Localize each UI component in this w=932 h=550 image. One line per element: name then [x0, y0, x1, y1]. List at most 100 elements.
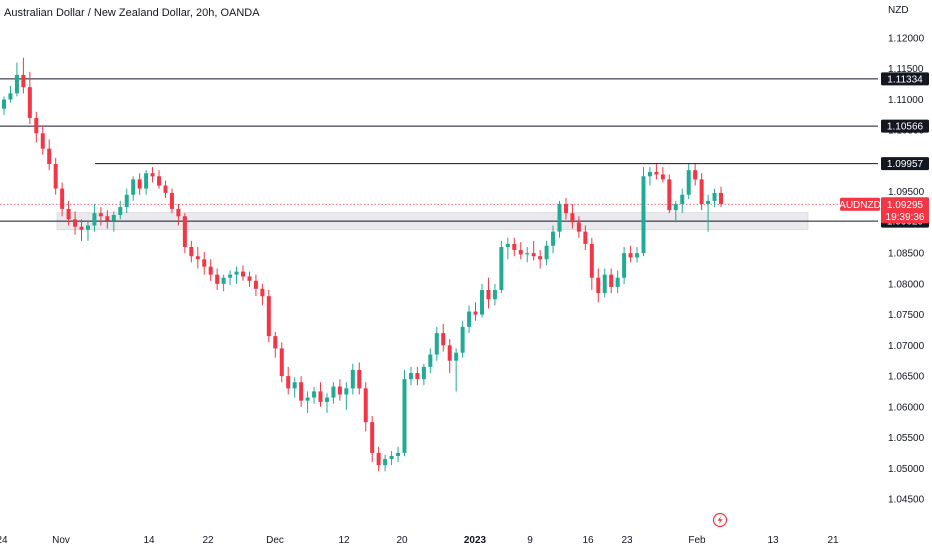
- candle-body: [208, 266, 213, 275]
- candle: [383, 454, 388, 472]
- candle-body: [370, 422, 375, 453]
- candle-body: [635, 253, 640, 258]
- x-tick-label: 20: [396, 535, 408, 546]
- candle-body: [344, 388, 349, 395]
- candle: [79, 219, 84, 241]
- candle-body: [215, 274, 220, 284]
- candle: [124, 188, 129, 214]
- candle-body: [576, 222, 581, 232]
- candle: [370, 416, 375, 463]
- x-tick-label: 22: [202, 535, 214, 546]
- svg-text:AUDNZD: AUDNZD: [839, 200, 881, 211]
- candle-body: [512, 243, 517, 251]
- candle-body: [292, 382, 297, 389]
- candle-body: [441, 333, 446, 346]
- y-tick-label: 1.04500: [888, 495, 925, 506]
- y-tick-label: 1.09500: [888, 187, 925, 198]
- candle-body: [202, 259, 207, 267]
- candle-body: [525, 253, 530, 255]
- candle: [47, 139, 52, 171]
- candle: [589, 237, 594, 291]
- candle-body: [544, 245, 549, 260]
- candle: [415, 366, 420, 386]
- candle-body: [228, 274, 233, 278]
- candle-body: [712, 192, 717, 201]
- candle: [202, 251, 207, 275]
- candle: [363, 382, 368, 432]
- candle-body: [66, 208, 71, 220]
- candle: [195, 246, 200, 269]
- candle: [654, 164, 659, 180]
- candle: [596, 268, 601, 303]
- candle: [111, 211, 116, 232]
- candle-body: [350, 369, 355, 389]
- candle: [628, 245, 633, 263]
- candle: [557, 200, 562, 238]
- candle-body: [654, 171, 659, 175]
- candle: [247, 271, 252, 287]
- candle-body: [98, 213, 103, 217]
- candle: [479, 283, 485, 318]
- currency-label: NZD: [888, 5, 909, 16]
- candle: [686, 164, 691, 200]
- candle: [492, 283, 497, 306]
- candle: [27, 71, 32, 125]
- candle-body: [531, 253, 536, 257]
- bolt-icon[interactable]: [712, 512, 728, 528]
- x-tick-label: 14: [143, 535, 155, 546]
- candle-body: [169, 192, 174, 209]
- candle-body: [383, 459, 388, 466]
- candle: [286, 366, 291, 395]
- candle-body: [718, 192, 724, 204]
- candle: [331, 382, 336, 404]
- candle-body: [538, 256, 543, 260]
- candle: [337, 379, 342, 401]
- candle: [570, 203, 575, 229]
- countdown-label: 19:39:36: [886, 212, 925, 223]
- candle-body: [176, 208, 181, 217]
- candle-body: [163, 185, 168, 193]
- candle-body: [589, 243, 594, 278]
- level-price-label: 1.11334: [881, 72, 929, 86]
- candle: [441, 323, 446, 352]
- candle-body: [195, 256, 200, 260]
- candle: [182, 213, 187, 254]
- x-tick-label: Nov: [52, 535, 70, 546]
- candle: [641, 167, 646, 257]
- candle: [131, 176, 136, 201]
- candle-body: [492, 290, 497, 300]
- candle-body: [299, 382, 304, 401]
- candle: [699, 173, 704, 211]
- candle: [273, 331, 278, 358]
- candle: [350, 363, 355, 395]
- svg-text:1.11334: 1.11334: [887, 74, 923, 85]
- candle-body: [622, 253, 627, 278]
- candle-body: [47, 148, 52, 165]
- candle-body: [551, 231, 556, 246]
- candle-body: [402, 379, 407, 453]
- candle: [312, 387, 317, 404]
- candle-body: [60, 188, 65, 209]
- candle-body: [693, 170, 698, 180]
- candle: [460, 320, 465, 358]
- candle-body: [505, 243, 510, 247]
- x-tick-label: 2023: [464, 535, 487, 546]
- candle: [266, 290, 271, 343]
- candle: [473, 302, 478, 321]
- candle-body: [467, 311, 472, 327]
- y-tick-label: 1.08000: [888, 279, 925, 290]
- candle-body: [434, 333, 439, 355]
- candle: [189, 240, 194, 263]
- candle-body: [8, 93, 13, 100]
- candle-body: [105, 216, 110, 221]
- candle: [538, 250, 543, 269]
- candle: [544, 240, 549, 266]
- candle-body: [389, 455, 394, 460]
- candle: [635, 246, 640, 263]
- candle-body: [85, 225, 90, 230]
- candle: [615, 270, 620, 294]
- candle-body: [641, 176, 646, 254]
- candle: [105, 210, 110, 229]
- candle: [660, 167, 665, 183]
